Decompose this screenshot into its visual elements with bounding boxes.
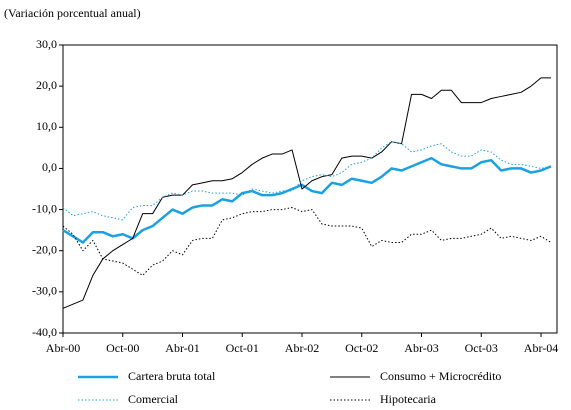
x-tick-label: Oct-00	[106, 341, 139, 355]
x-tick-label: Abr-00	[46, 341, 80, 355]
plot-frame	[62, 44, 558, 334]
x-tick-label: Abr-02	[285, 341, 319, 355]
y-tick-label: 30,0	[36, 37, 57, 51]
x-tick-label: Oct-02	[345, 341, 378, 355]
legend-label: Comercial	[128, 392, 179, 406]
y-tick-label: 10,0	[36, 119, 57, 133]
y-tick-label: -40,0	[32, 325, 57, 339]
x-tick-label: Oct-01	[226, 341, 259, 355]
series-line	[62, 77, 551, 309]
x-tick-label: Abr-03	[404, 341, 438, 355]
series-line	[62, 207, 552, 276]
series-line	[62, 156, 552, 244]
x-tick-label: Abr-04	[524, 341, 558, 355]
series-line	[62, 141, 552, 221]
x-tick-label: Abr-01	[165, 341, 199, 355]
legend-label: Cartera bruta total	[128, 369, 216, 383]
y-tick-label: -20,0	[32, 242, 57, 256]
x-tick-label: Oct-03	[465, 341, 498, 355]
chart-subtitle: (Variación porcentual anual)	[4, 6, 141, 20]
legend-label: Hipotecaria	[380, 392, 437, 406]
legend-label: Consumo + Microcrédito	[380, 369, 501, 383]
y-tick-label: 20,0	[36, 78, 57, 92]
y-tick-label: -30,0	[32, 284, 57, 298]
y-tick-label: 0,0	[42, 160, 57, 174]
y-tick-label: -10,0	[32, 201, 57, 215]
